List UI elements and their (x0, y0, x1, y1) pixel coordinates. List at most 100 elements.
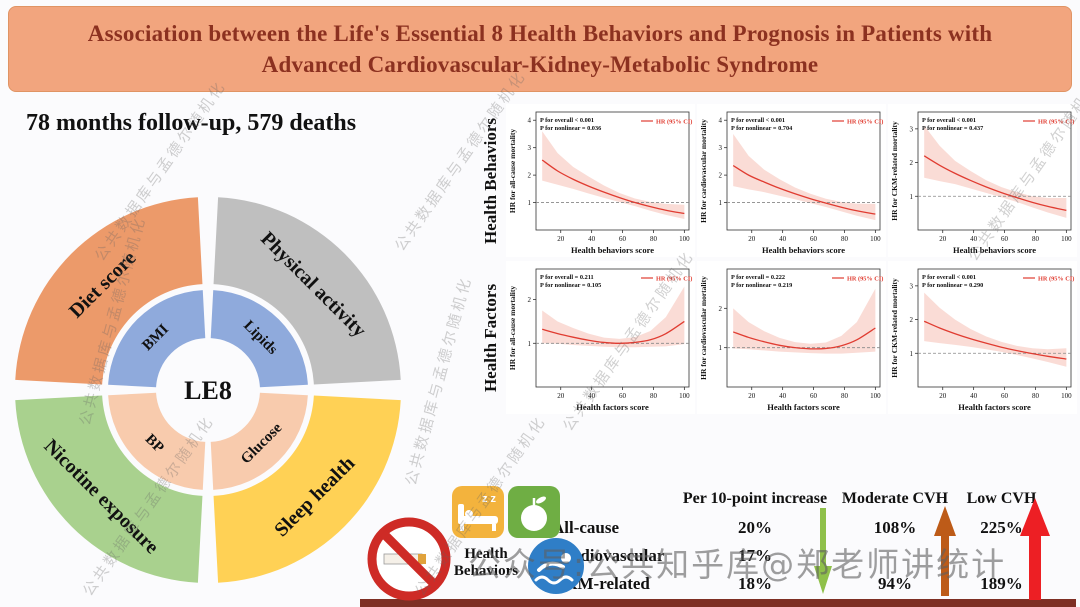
svg-text:P for overall < 0.001: P for overall < 0.001 (922, 274, 976, 281)
donut-segment-physical-activity (213, 197, 401, 385)
svg-text:1: 1 (910, 193, 914, 201)
svg-text:80: 80 (841, 235, 849, 243)
svg-text:3: 3 (528, 144, 532, 152)
spline-chart-svg-0: 20 40 60 80 100 1 2 3 4 Health behaviors score HR … (508, 111, 692, 255)
spline-plot-grid: Health Behaviors 20 40 60 80 100 1 2 3 4 Health b… (478, 104, 1077, 414)
svg-text:2: 2 (910, 159, 914, 167)
title-line-2: Advanced Cardiovascular-Kidney-Metabolic… (261, 51, 819, 77)
chart-hf-allcause: 20 40 60 80 100 1 2 Health factors score HR for … (506, 261, 695, 414)
svg-text:20: 20 (557, 235, 565, 243)
svg-text:HR (95% CI): HR (95% CI) (656, 119, 692, 126)
svg-text:1: 1 (910, 350, 914, 358)
svg-text:3: 3 (719, 144, 723, 152)
chart-hf-ckm: 20 40 60 80 100 1 2 3 Health factors score HR for… (888, 261, 1077, 414)
donut-segment-bp (108, 392, 206, 490)
svg-text:40: 40 (588, 235, 596, 243)
svg-text:60: 60 (810, 235, 818, 243)
svg-text:HR (95% CI): HR (95% CI) (847, 276, 883, 283)
summary-header-row: Per 10-point increase Moderate CVH Low C… (552, 484, 1049, 514)
chart-hf-cardiovascular: 20 40 60 80 100 1 2 Health factors score HR for … (697, 261, 886, 414)
svg-text:1: 1 (719, 199, 723, 207)
row-label-health-factors: Health Factors (481, 283, 501, 392)
svg-text:P for overall < 0.001: P for overall < 0.001 (922, 117, 976, 124)
table-row-ckm: CKM-related 18% 94% 189% (552, 574, 1023, 593)
icon-group-label: Health Behaviors (453, 546, 519, 580)
svg-text:1: 1 (528, 199, 532, 207)
svg-text:60: 60 (1001, 235, 1009, 243)
svg-text:1: 1 (719, 344, 723, 352)
svg-text:HR (95% CI): HR (95% CI) (847, 119, 883, 126)
svg-text:Health behaviors score: Health behaviors score (953, 245, 1036, 255)
table-row-cardiovascular: Cardiovascular 17% (552, 546, 772, 565)
donut-segment-sleep-health (213, 395, 401, 583)
svg-text:3: 3 (910, 125, 914, 133)
spline-chart-svg-4: 20 40 60 80 100 1 2 Health factors score HR for … (699, 268, 883, 412)
svg-text:100: 100 (1061, 235, 1072, 243)
svg-text:3: 3 (910, 282, 914, 290)
svg-text:60: 60 (619, 235, 627, 243)
col-header-low: Low CVH (966, 490, 1037, 507)
svg-text:HR for cardiovascular mortalit: HR for cardiovascular mortality (699, 276, 708, 380)
svg-text:100: 100 (870, 235, 881, 243)
le8-donut-chart: Diet score Physical activity Sleep health N… (4, 186, 412, 594)
no-smoking-icon (366, 516, 452, 602)
svg-text:2: 2 (528, 172, 532, 180)
svg-text:Health behaviors score: Health behaviors score (571, 245, 654, 255)
svg-text:Health factors score: Health factors score (958, 402, 1031, 412)
svg-text:60: 60 (1001, 392, 1009, 400)
bottom-accent-bar (360, 599, 1076, 607)
svg-text:HR for CKM-related mortality: HR for CKM-related mortality (890, 278, 899, 378)
svg-text:100: 100 (870, 392, 881, 400)
svg-text:Health factors score: Health factors score (576, 402, 649, 412)
svg-text:20: 20 (557, 392, 565, 400)
svg-text:z z: z z (482, 493, 497, 505)
svg-text:4: 4 (528, 117, 532, 125)
title-line-1: Association between the Life's Essential… (87, 20, 993, 46)
chart-hb-allcause: 20 40 60 80 100 1 2 3 4 Health behaviors score HR … (506, 104, 695, 257)
svg-text:80: 80 (841, 392, 849, 400)
col-header-per10: Per 10-point increase (682, 490, 828, 507)
svg-text:P for nonlinear = 0.036: P for nonlinear = 0.036 (540, 125, 601, 132)
svg-text:HR for cardiovascular mortalit: HR for cardiovascular mortality (699, 119, 708, 223)
followup-subtitle: 78 months follow-up, 579 deaths (26, 110, 357, 136)
donut-center-label: LE8 (184, 376, 232, 405)
svg-text:4: 4 (719, 117, 723, 125)
svg-text:P for nonlinear = 0.437: P for nonlinear = 0.437 (922, 125, 983, 132)
chart-hb-cardiovascular: 20 40 60 80 100 1 2 3 4 Health behaviors score HR … (697, 104, 886, 257)
svg-text:P for overall = 0.211: P for overall = 0.211 (540, 274, 594, 281)
col-header-moderate: Moderate CVH (841, 490, 949, 507)
svg-text:80: 80 (650, 235, 658, 243)
chart-hb-ckm: 20 40 60 80 100 1 2 3 Health behaviors score HR f… (888, 104, 1077, 257)
spline-chart-svg-3: 20 40 60 80 100 1 2 Health factors score HR for … (508, 268, 692, 412)
svg-text:HR (95% CI): HR (95% CI) (656, 276, 692, 283)
donut-segment-glucose (210, 392, 308, 490)
svg-text:100: 100 (679, 392, 690, 400)
donut-segment-diet-score (15, 197, 203, 385)
svg-text:P for overall = 0.222: P for overall = 0.222 (731, 274, 785, 281)
svg-text:60: 60 (619, 392, 627, 400)
svg-text:40: 40 (779, 392, 787, 400)
spline-chart-svg-5: 20 40 60 80 100 1 2 3 Health factors score HR for… (890, 268, 1074, 412)
svg-text:100: 100 (1061, 392, 1072, 400)
title-banner: Association between the Life's Essential… (8, 6, 1072, 92)
swimmer-icon (526, 536, 586, 596)
svg-text:P for nonlinear = 0.290: P for nonlinear = 0.290 (922, 282, 983, 289)
svg-text:100: 100 (679, 235, 690, 243)
svg-text:2: 2 (910, 316, 914, 324)
svg-text:P for overall < 0.001: P for overall < 0.001 (540, 117, 594, 124)
svg-text:P for nonlinear = 0.704: P for nonlinear = 0.704 (731, 125, 793, 132)
svg-text:HR for all-cause mortality: HR for all-cause mortality (508, 286, 517, 370)
svg-text:P for nonlinear = 0.219: P for nonlinear = 0.219 (731, 282, 792, 289)
svg-text:60: 60 (810, 392, 818, 400)
diet-apple-icon (508, 486, 560, 538)
svg-text:2: 2 (719, 172, 723, 180)
svg-text:40: 40 (779, 235, 787, 243)
svg-text:P for nonlinear = 0.105: P for nonlinear = 0.105 (540, 282, 601, 289)
donut-segment-nicotine-exposure (15, 395, 203, 583)
svg-text:20: 20 (939, 392, 947, 400)
donut-segment-bmi (108, 290, 206, 388)
svg-text:HR for CKM-related mortality: HR for CKM-related mortality (890, 121, 899, 221)
svg-text:80: 80 (650, 392, 658, 400)
